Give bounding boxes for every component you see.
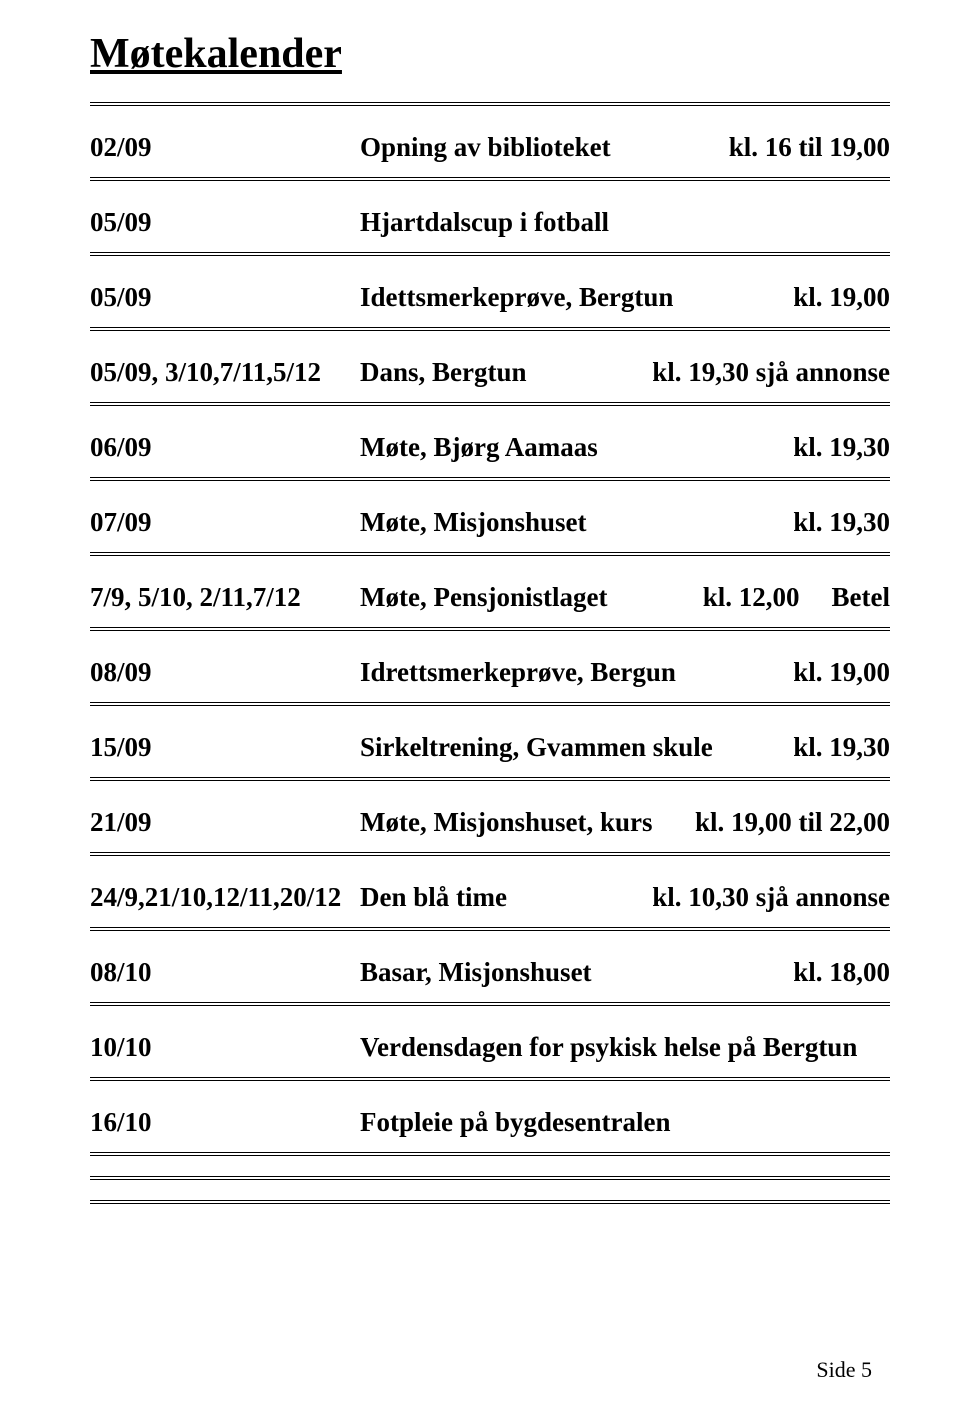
event-date: 7/9, 5/10, 2/11,7/12 xyxy=(90,582,360,613)
event-row: 07/09Møte, Misjonshusetkl. 19,30 xyxy=(90,501,890,544)
row-divider xyxy=(90,177,890,181)
event-description: Verdensdagen for psykisk helse på Bergtu… xyxy=(360,1032,890,1063)
event-time: kl. 19,30 xyxy=(793,432,890,463)
event-description: Møte, Bjørg Aamaas xyxy=(360,432,793,463)
page: Møtekalender 02/09Opning av biblioteketk… xyxy=(0,0,960,1417)
event-date: 24/9,21/10,12/11,20/12 xyxy=(90,882,360,913)
page-title: Møtekalender xyxy=(90,30,890,78)
event-row: 05/09, 3/10,7/11,5/12Dans, Bergtunkl. 19… xyxy=(90,351,890,394)
event-row: 16/10Fotpleie på bygdesentralen xyxy=(90,1101,890,1144)
event-description: Møte, Pensjonistlaget xyxy=(360,582,703,613)
event-description: Sirkeltrening, Gvammen skule xyxy=(360,732,793,763)
page-number-label: Side xyxy=(816,1357,855,1382)
event-description: Fotpleie på bygdesentralen xyxy=(360,1107,890,1138)
row-divider xyxy=(90,327,890,331)
event-description: Møte, Misjonshuset, kurs xyxy=(360,807,695,838)
event-time: kl. 12,00 xyxy=(703,582,800,613)
event-time: kl. 19,30 xyxy=(793,732,890,763)
event-time: kl. 16 til 19,00 xyxy=(729,132,890,163)
row-divider xyxy=(90,1077,890,1081)
row-divider xyxy=(90,102,890,106)
event-date: 05/09 xyxy=(90,207,360,238)
row-divider xyxy=(90,402,890,406)
page-number-value: 5 xyxy=(861,1357,872,1382)
event-date: 16/10 xyxy=(90,1107,360,1138)
event-row: 05/09Idettsmerkeprøve, Bergtunkl. 19,00 xyxy=(90,276,890,319)
event-note: Betel xyxy=(800,582,890,613)
event-date: 08/09 xyxy=(90,657,360,688)
row-divider xyxy=(90,702,890,706)
event-time: kl. 19,30 sjå annonse xyxy=(652,357,890,388)
event-row: 7/9, 5/10, 2/11,7/12Møte, Pensjonistlage… xyxy=(90,576,890,619)
row-divider xyxy=(90,477,890,481)
event-description: Dans, Bergtun xyxy=(360,357,652,388)
event-row: 21/09Møte, Misjonshuset, kurskl. 19,00 t… xyxy=(90,801,890,844)
event-description: Den blå time xyxy=(360,882,652,913)
event-row: 15/09Sirkeltrening, Gvammen skulekl. 19,… xyxy=(90,726,890,769)
event-time: kl. 19,00 xyxy=(793,657,890,688)
event-time: kl. 19,30 xyxy=(793,507,890,538)
event-date: 21/09 xyxy=(90,807,360,838)
row-divider xyxy=(90,1200,890,1204)
event-row: 05/09Hjartdalscup i fotball xyxy=(90,201,890,244)
event-date: 15/09 xyxy=(90,732,360,763)
event-description: Opning av biblioteket xyxy=(360,132,729,163)
event-time: kl. 18,00 xyxy=(793,957,890,988)
event-description: Idrettsmerkeprøve, Bergun xyxy=(360,657,793,688)
row-divider xyxy=(90,777,890,781)
event-description: Basar, Misjonshuset xyxy=(360,957,793,988)
event-time: kl. 19,00 xyxy=(793,282,890,313)
event-date: 05/09 xyxy=(90,282,360,313)
event-description: Møte, Misjonshuset xyxy=(360,507,793,538)
row-divider xyxy=(90,1176,890,1180)
event-row: 24/9,21/10,12/11,20/12Den blå timekl. 10… xyxy=(90,876,890,919)
event-row: 06/09Møte, Bjørg Aamaaskl. 19,30 xyxy=(90,426,890,469)
event-description: Hjartdalscup i fotball xyxy=(360,207,890,238)
row-divider xyxy=(90,627,890,631)
page-number: Side 5 xyxy=(816,1357,872,1383)
event-row: 02/09Opning av biblioteketkl. 16 til 19,… xyxy=(90,126,890,169)
event-date: 10/10 xyxy=(90,1032,360,1063)
row-divider xyxy=(90,852,890,856)
event-date: 07/09 xyxy=(90,507,360,538)
event-row: 08/09Idrettsmerkeprøve, Bergunkl. 19,00 xyxy=(90,651,890,694)
event-date: 08/10 xyxy=(90,957,360,988)
event-time: kl. 10,30 sjå annonse xyxy=(652,882,890,913)
event-row: 10/10Verdensdagen for psykisk helse på B… xyxy=(90,1026,890,1069)
event-description: Idettsmerkeprøve, Bergtun xyxy=(360,282,793,313)
row-divider xyxy=(90,927,890,931)
event-list: 02/09Opning av biblioteketkl. 16 til 19,… xyxy=(90,102,890,1204)
row-divider xyxy=(90,252,890,256)
event-row: 08/10Basar, Misjonshusetkl. 18,00 xyxy=(90,951,890,994)
row-divider xyxy=(90,1152,890,1156)
event-date: 02/09 xyxy=(90,132,360,163)
row-divider xyxy=(90,1002,890,1006)
row-divider xyxy=(90,552,890,556)
event-date: 06/09 xyxy=(90,432,360,463)
event-time: kl. 19,00 til 22,00 xyxy=(695,807,890,838)
event-date: 05/09, 3/10,7/11,5/12 xyxy=(90,357,360,388)
